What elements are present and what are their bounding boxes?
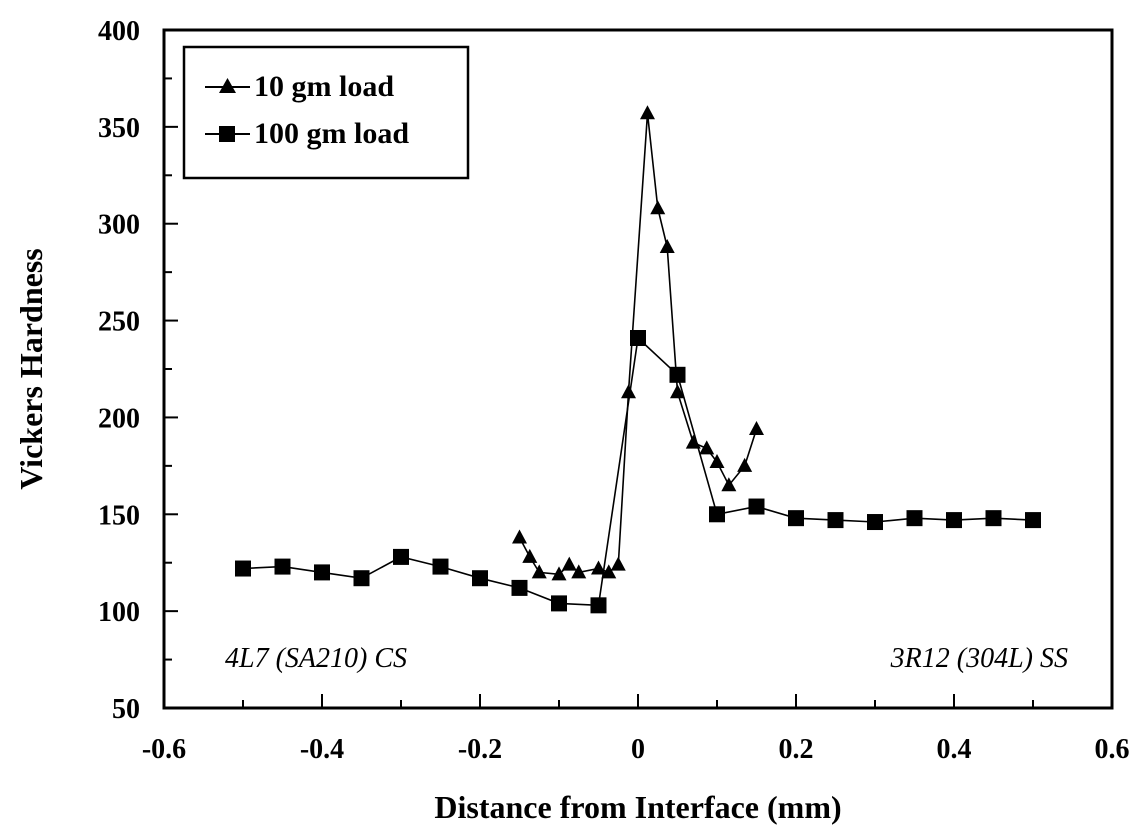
data-point-triangle bbox=[512, 529, 527, 544]
data-point-triangle bbox=[709, 453, 725, 468]
data-point-triangle bbox=[639, 105, 655, 120]
annotation-right: 3R12 (304L) SS bbox=[890, 643, 1068, 674]
data-point-triangle bbox=[670, 384, 685, 399]
data-point-square bbox=[709, 506, 725, 523]
data-point-triangle bbox=[601, 564, 617, 579]
x-tick-label: -0.6 bbox=[142, 734, 186, 765]
data-point-triangle bbox=[571, 564, 587, 579]
data-point-triangle bbox=[551, 566, 567, 581]
y-tick-label: 300 bbox=[98, 210, 140, 241]
legend: 10 gm load 100 gm load bbox=[182, 45, 470, 180]
x-tick-label: 0.4 bbox=[937, 734, 972, 765]
x-tick-label: 0.2 bbox=[779, 734, 814, 765]
x-tick-label: 0.6 bbox=[1095, 734, 1130, 765]
data-point-square bbox=[274, 558, 291, 575]
series-layer bbox=[235, 105, 1041, 614]
x-tick-label: 0 bbox=[631, 734, 645, 765]
legend-label-10gm: 10 gm load bbox=[254, 70, 394, 103]
data-point-square bbox=[669, 366, 686, 383]
y-tick-label: 350 bbox=[98, 113, 140, 144]
series-100gm bbox=[235, 330, 1041, 614]
data-point-triangle bbox=[699, 440, 715, 455]
data-point-square bbox=[432, 558, 449, 575]
data-point-square bbox=[235, 560, 251, 577]
data-point-triangle bbox=[591, 560, 606, 575]
axis-ticks bbox=[163, 29, 1113, 709]
x-tick-label: -0.4 bbox=[300, 734, 344, 765]
data-point-square bbox=[511, 579, 528, 596]
data-point-square bbox=[630, 330, 646, 347]
y-tick-label: 150 bbox=[98, 500, 140, 531]
data-point-triangle bbox=[749, 421, 764, 436]
y-tick-label: 250 bbox=[98, 307, 140, 338]
y-axis-title: Vickers Hardness bbox=[13, 248, 49, 489]
data-point-square bbox=[393, 548, 409, 565]
data-point-triangle bbox=[621, 384, 637, 399]
x-axis-title: Distance from Interface (mm) bbox=[434, 789, 841, 825]
data-point-square bbox=[867, 514, 883, 531]
data-point-triangle bbox=[737, 457, 753, 472]
series-10gm bbox=[512, 105, 764, 581]
data-point-square bbox=[985, 510, 1002, 527]
legend-square-marker bbox=[219, 126, 235, 142]
y-tick-label: 400 bbox=[98, 16, 140, 47]
data-point-triangle bbox=[721, 477, 737, 492]
data-point-triangle bbox=[659, 238, 675, 253]
data-point-triangle bbox=[531, 564, 547, 579]
y-tick-labels: 50 100 150 200 250 300 350 400 bbox=[98, 16, 140, 725]
data-point-square bbox=[906, 510, 923, 527]
y-tick-label: 100 bbox=[98, 597, 140, 628]
data-point-square bbox=[748, 498, 765, 515]
data-point-square bbox=[788, 510, 804, 527]
y-tick-label: 50 bbox=[112, 694, 140, 725]
legend-box bbox=[182, 45, 470, 180]
data-point-square bbox=[551, 595, 567, 612]
data-point-square bbox=[1025, 512, 1041, 529]
x-tick-label: -0.2 bbox=[458, 734, 502, 765]
legend-triangle-marker bbox=[219, 78, 236, 93]
data-point-triangle bbox=[522, 548, 538, 563]
data-point-triangle bbox=[650, 200, 666, 215]
data-point-square bbox=[946, 512, 962, 529]
data-point-square bbox=[590, 597, 607, 614]
x-tick-labels: -0.6 -0.4 -0.2 0 0.2 0.4 0.6 bbox=[142, 734, 1130, 765]
series-line-100gm bbox=[242, 336, 1034, 607]
data-point-square bbox=[353, 570, 370, 587]
annotation-left: 4L7 (SA210) CS bbox=[225, 643, 407, 674]
data-point-triangle bbox=[561, 556, 577, 571]
data-point-square bbox=[314, 564, 330, 581]
data-point-triangle bbox=[610, 556, 626, 571]
y-tick-label: 200 bbox=[98, 403, 140, 434]
data-point-square bbox=[472, 570, 488, 587]
data-point-square bbox=[827, 512, 844, 529]
legend-label-100gm: 100 gm load bbox=[254, 117, 409, 150]
